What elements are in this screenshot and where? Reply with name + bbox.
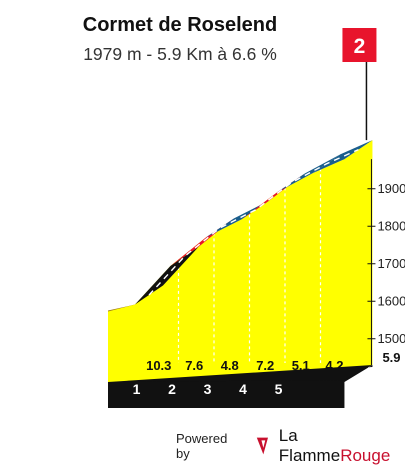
climb-title: Cormet de Roselend — [82, 14, 278, 36]
gradient-label: 5.1 — [292, 358, 310, 373]
altitude-tick-label: 1800m — [377, 218, 405, 233]
climb-subtitle: 1979 m - 5.9 Km à 6.6 % — [83, 44, 277, 64]
gradient-label: 4.2 — [325, 358, 343, 373]
gradient-label: 7.2 — [256, 358, 274, 373]
gradient-label: 10.3 — [146, 358, 171, 373]
km-label: 4 — [239, 381, 247, 397]
km-label: 3 — [204, 381, 212, 397]
brand-name-part2: Rouge — [340, 446, 391, 465]
footer: Powered by La FlammeRouge — [176, 426, 405, 465]
km-label: 1 — [133, 381, 141, 397]
total-distance-label: 5.9 — [382, 350, 400, 365]
altitude-tick-label: 1900m — [377, 181, 405, 196]
altitude-tick-label: 1600m — [377, 293, 405, 308]
road-segment — [312, 140, 373, 174]
category-flag-label: 2 — [354, 35, 366, 58]
gradient-label: 7.6 — [185, 358, 203, 373]
km-label: 5 — [275, 381, 283, 397]
gradient-label: 4.8 — [221, 358, 239, 373]
powered-by-text: Powered by — [176, 431, 228, 461]
brand-name-part1: La Flamme — [278, 426, 341, 465]
altitude-tick-label: 1700m — [377, 256, 405, 271]
profile-face — [108, 140, 373, 382]
flame-logo-icon — [256, 437, 269, 455]
km-label: 2 — [168, 381, 176, 397]
road-center-line — [148, 148, 359, 296]
elevation-profile-chart: 10.3 7.6 4.8 7.2 5.1 4.2 1 2 3 4 5 5.9 1500m 1600m 17… — [108, 28, 405, 408]
road-segment — [206, 200, 270, 238]
altitude-tick-label: 1500m — [377, 331, 405, 346]
category-flag — [342, 28, 377, 62]
